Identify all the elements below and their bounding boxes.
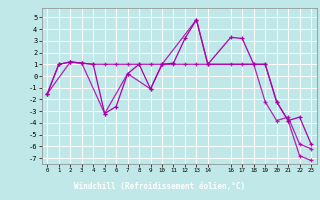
Text: Windchill (Refroidissement éolien,°C): Windchill (Refroidissement éolien,°C) — [75, 182, 245, 192]
